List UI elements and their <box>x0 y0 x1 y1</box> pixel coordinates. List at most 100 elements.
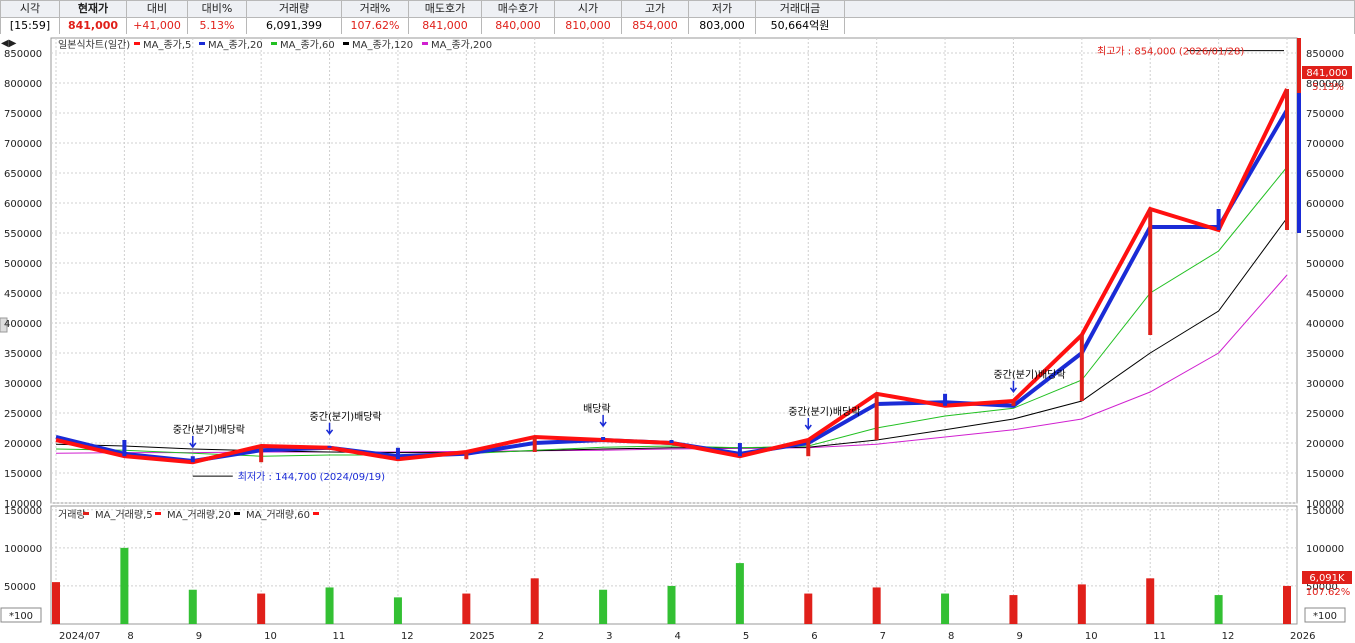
x-tick-label: 10 <box>1085 631 1098 642</box>
quote-header-row: 시각 현재가 대비 대비% 거래량 거래% 매도호가 매수호가 시가 고가 저가 거래대금 <box>0 0 1355 18</box>
y-tick-left: 850000 <box>4 49 42 60</box>
quote-header-6: 매도호가 <box>408 0 482 18</box>
y-tick-right: 250000 <box>1306 409 1344 420</box>
quote-value-2: +41,000 <box>126 17 188 35</box>
y-tick-right: 100000 <box>1306 499 1344 510</box>
y-tick-right: 850000 <box>1306 49 1344 60</box>
x-tick-label: 2024/07 <box>59 631 101 642</box>
legend-swatch <box>422 42 428 45</box>
volume-legend-entry: 거래량 <box>58 509 86 521</box>
quote-value-6: 841,000 <box>408 17 482 35</box>
quote-value-5: 107.62% <box>341 17 409 35</box>
y-tick-left: 350000 <box>4 349 42 360</box>
quote-header-10: 저가 <box>688 0 756 18</box>
stock-chart[interactable]: ◀▶ 최고가 : 854,000 (2026/01/28) 최저가 : 144,7… <box>0 34 1355 643</box>
vol-tick-left: 50000 <box>4 582 36 593</box>
quote-header-7: 매수호가 <box>481 0 555 18</box>
volume-legend-swatch <box>83 512 89 515</box>
quote-value-11: 50,664억원 <box>755 17 845 35</box>
vol-tick-right: 150000 <box>1306 506 1344 517</box>
quote-value-7: 840,000 <box>481 17 555 35</box>
candle <box>1011 401 1016 406</box>
last-volume-label: 6,091K <box>1309 573 1345 584</box>
y-tick-right: 450000 <box>1306 289 1344 300</box>
y-tick-left: 750000 <box>4 109 42 120</box>
legend-swatch <box>343 42 349 45</box>
x-tick-label: 11 <box>1153 631 1166 642</box>
quote-header-11: 거래대금 <box>755 0 845 18</box>
quote-header-3: 대비% <box>187 0 247 18</box>
candle <box>532 437 537 452</box>
volume-bar <box>52 582 60 624</box>
panel-resize-handle[interactable] <box>0 317 8 333</box>
price-panel-title: 일본식차트(일간) <box>58 39 130 51</box>
legend-entry: MA_종가,200 <box>431 39 492 51</box>
candle <box>874 393 879 440</box>
quote-value-1: 841,000 <box>59 17 127 35</box>
candle <box>395 447 400 460</box>
legend-swatch <box>134 42 140 45</box>
dividend-annotation: 배당락 <box>583 403 611 415</box>
volume-bar <box>1009 595 1018 624</box>
x-tick-label: 10 <box>264 631 277 642</box>
last-price-box <box>1302 66 1352 79</box>
y-tick-right: 350000 <box>1306 349 1344 360</box>
y-tick-right: 700000 <box>1306 139 1344 150</box>
y-tick-left: 400000 <box>4 319 42 330</box>
left-scroll-arrow-icon[interactable]: ◀▶ <box>1 38 17 49</box>
quote-value-0: [15:59] <box>0 17 60 35</box>
candle <box>327 446 332 448</box>
quote-header-8: 시가 <box>554 0 622 18</box>
legend-entry: MA_종가,20 <box>208 39 263 51</box>
dividend-annotation: 중간(분기)배당락 <box>993 369 1065 381</box>
y-tick-left: 450000 <box>4 289 42 300</box>
quote-value-4: 6,091,399 <box>246 17 342 35</box>
dividend-arrow-icon <box>325 422 334 436</box>
volume-legend-swatch <box>313 512 319 515</box>
quote-value-9: 854,000 <box>621 17 689 35</box>
last-volume-pct: 107.62% <box>1306 587 1351 598</box>
candle <box>464 452 469 460</box>
volume-legend-entry: MA_거래량,20 <box>167 509 231 521</box>
y-tick-left: 800000 <box>4 79 42 90</box>
y-tick-right: 750000 <box>1306 109 1344 120</box>
quote-value-8: 810,000 <box>554 17 622 35</box>
y-tick-left: 550000 <box>4 229 42 240</box>
volume-legend-swatch <box>155 512 161 515</box>
y-tick-right: 400000 <box>1306 319 1344 330</box>
candle <box>806 440 811 457</box>
volume-bar <box>667 585 676 624</box>
volume-unit-right: *100 <box>1313 611 1337 622</box>
y-tick-right: 200000 <box>1306 439 1344 450</box>
candle <box>669 440 674 443</box>
legend-entry: MA_종가,5 <box>143 39 191 51</box>
y-tick-right: 650000 <box>1306 169 1344 180</box>
candle <box>943 393 948 406</box>
volume-bar <box>872 587 881 624</box>
vol-tick-right: 50000 <box>1306 582 1338 593</box>
y-tick-left: 650000 <box>4 169 42 180</box>
volume-bar <box>393 597 402 624</box>
x-tick-label: 12 <box>1222 631 1235 642</box>
x-tick-label: 4 <box>675 631 681 642</box>
quote-header-9: 고가 <box>621 0 689 18</box>
x-tick-label: 11 <box>333 631 346 642</box>
x-tick-label: 2025 <box>469 631 494 642</box>
volume-bar <box>1077 584 1086 624</box>
x-tick-label: 8 <box>948 631 954 642</box>
candle <box>601 437 606 440</box>
volume-unit-left: *100 <box>9 611 33 622</box>
volume-bar <box>1283 585 1291 624</box>
y-tick-left: 250000 <box>4 409 42 420</box>
y-tick-left: 700000 <box>4 139 42 150</box>
candle <box>190 456 195 463</box>
high-price-annotation: 최고가 : 854,000 (2026/01/28) <box>1097 46 1244 58</box>
y-tick-left: 200000 <box>4 439 42 450</box>
price-range-bar-down <box>1297 93 1301 233</box>
legend-entry: MA_종가,120 <box>352 39 413 51</box>
quote-header-2: 대비 <box>126 0 188 18</box>
unit-left-box <box>0 607 42 623</box>
vol-tick-right: 100000 <box>1306 544 1344 555</box>
volume-bar <box>462 593 471 624</box>
quote-value-row: [15:59] 841,000 +41,000 5.13% 6,091,399 107.6… <box>0 17 1355 35</box>
